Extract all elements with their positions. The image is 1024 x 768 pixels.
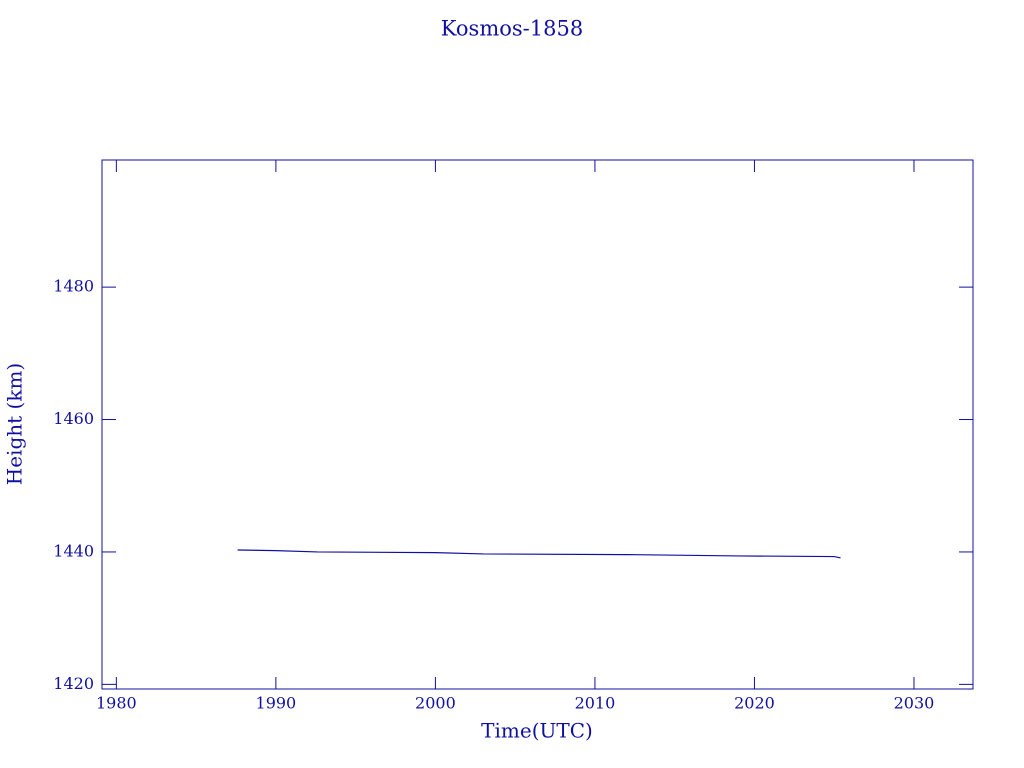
x-tick-label: 2010 [575, 694, 616, 713]
y-tick-label: 1440 [53, 541, 94, 560]
x-tick-label: 2030 [894, 694, 935, 713]
data-line [237, 549, 841, 559]
x-tick-label: 2000 [415, 694, 456, 713]
y-tick-label: 1420 [53, 674, 94, 693]
x-tick-label: 1980 [96, 694, 137, 713]
y-axis-label: Height (km) [3, 363, 27, 485]
x-axis-label: Time(UTC) [481, 719, 593, 743]
x-tick-label: 1990 [256, 694, 297, 713]
y-tick-label: 1480 [53, 277, 94, 296]
x-tick-label: 2020 [734, 694, 775, 713]
chart-title: Kosmos-1858 [441, 17, 583, 41]
plot-frame [101, 159, 974, 690]
y-tick-label: 1460 [53, 409, 94, 428]
